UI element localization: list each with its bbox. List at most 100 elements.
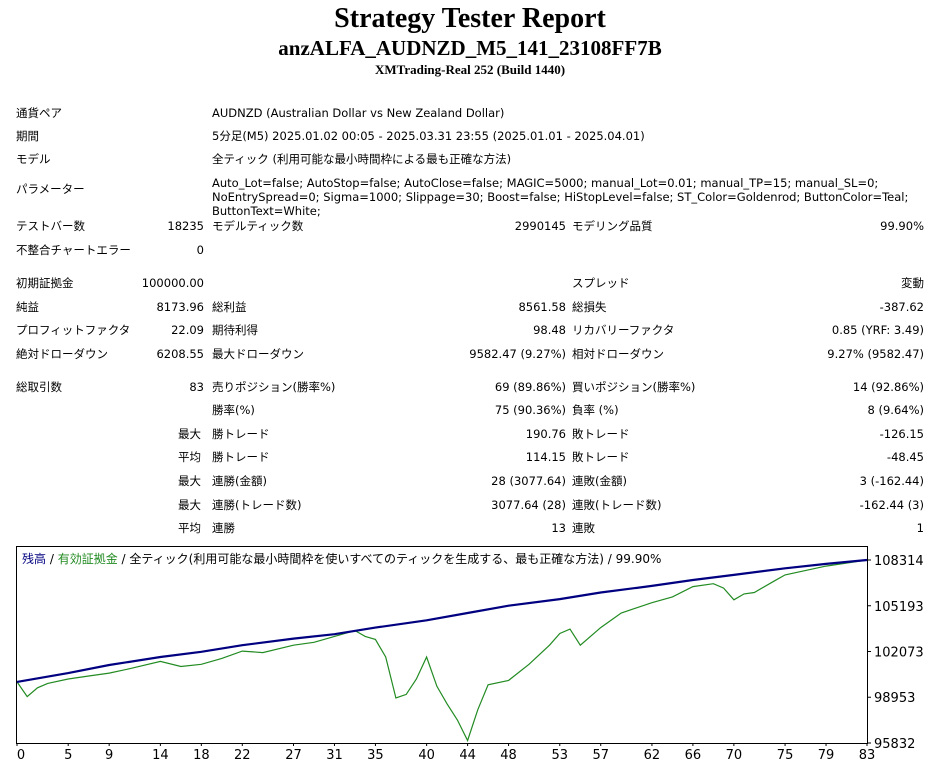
params-label: パラメーター: [16, 182, 85, 196]
x-tick-label: 70: [726, 748, 743, 763]
gross-profit-value: 8561.58: [518, 300, 566, 314]
row-bars: テストバー数 18235 モデルティック数 2990145 モデリング品質 99…: [0, 216, 940, 236]
legend-sep: /: [46, 552, 58, 566]
x-tick-label: 83: [859, 748, 876, 763]
max-prefix-1: 最大: [178, 474, 201, 488]
row-factor: プロフィットファクタ 22.09 期待利得 98.48 リカバリーファクタ 0.…: [0, 320, 940, 340]
server-build: XMTrading-Real 252 (Build 1440): [374, 62, 566, 77]
largest-loss-label: 敗トレード: [572, 427, 630, 441]
report-subtitle: anzALFA_AUDNZD_M5_141_23108FF7B: [278, 36, 662, 60]
consec-loss-label: 連敗(トレード数): [572, 498, 662, 512]
chart-lines: [16, 558, 868, 743]
x-tick-label: 75: [777, 748, 794, 763]
largest-loss-value: -126.15: [879, 427, 924, 441]
row-pair: 通貨ペア AUDNZD (Australian Dollar vs New Ze…: [0, 103, 940, 123]
x-tick-label: 79: [818, 748, 835, 763]
consec-losses-money-label: 連敗(金額): [572, 474, 627, 488]
y-tick-label: 102073: [874, 646, 924, 661]
recovery-factor-value: 0.85 (YRF: 3.49): [831, 323, 924, 337]
short-positions-value: 69 (89.86%): [494, 380, 566, 394]
avg-loss-value: -48.45: [886, 450, 924, 464]
x-tick-label: 40: [418, 748, 435, 763]
params-value: Auto_Lot=false; AutoStop=false; AutoClos…: [212, 176, 909, 218]
initial-deposit-value: 100000.00: [141, 276, 204, 290]
test-bars-label: テストバー数: [16, 219, 85, 233]
pair-value: AUDNZD (Australian Dollar vs New Zealand…: [212, 106, 505, 120]
net-profit-value: 8173.96: [156, 300, 204, 314]
y-tick-label: 105193: [874, 600, 924, 615]
modeling-quality-value: 99.90%: [880, 219, 924, 233]
total-trades-label: 総取引数: [16, 380, 62, 394]
gross-loss-label: 総損失: [572, 300, 607, 314]
gross-profit-label: 総利益: [212, 300, 247, 314]
avg-consec-wins-label: 連勝: [212, 521, 235, 535]
recovery-factor-label: リカバリーファクタ: [572, 323, 675, 337]
x-tick-label: 62: [644, 748, 661, 763]
consec-wins-money-value: 28 (3077.64): [491, 474, 566, 488]
row-period: 期間 5分足(M5) 2025.01.02 00:05 - 2025.03.31…: [0, 126, 940, 146]
x-tick-label: 0: [17, 748, 25, 763]
consec-losses-money-value: 3 (-162.44): [859, 474, 924, 488]
win-rate-label: 勝率(%): [212, 403, 255, 417]
largest-win-label: 勝トレード: [212, 427, 270, 441]
avg-win-label: 勝トレード: [212, 450, 270, 464]
long-positions-label: 買いポジション(勝率%): [572, 380, 696, 394]
row-trades: 総取引数 83 売りポジション(勝率%) 69 (89.86%) 買いポジション…: [0, 377, 940, 397]
expected-payoff-value: 98.48: [533, 323, 566, 337]
profit-factor-value: 22.09: [171, 323, 204, 337]
max-drawdown-value: 9582.47 (9.27%): [469, 347, 566, 361]
largest-prefix: 最大: [178, 427, 201, 441]
pair-label: 通貨ペア: [16, 106, 62, 120]
row-avg-consec: 平均 連勝 13 連敗 1: [0, 518, 940, 538]
row-model: モデル 全ティック (利用可能な最小時間枠による最も正確な方法): [0, 149, 940, 169]
avg-prefix-2: 平均: [178, 521, 201, 535]
row-largest: 最大 勝トレード 190.76 敗トレード -126.15: [0, 424, 940, 444]
avg-consec-losses-label: 連敗: [572, 521, 595, 535]
initial-deposit-label: 初期証拠金: [16, 276, 74, 290]
x-tick-label: 31: [326, 748, 343, 763]
avg-win-value: 114.15: [525, 450, 566, 464]
row-winrate: 勝率(%) 75 (90.36%) 負率 (%) 8 (9.64%): [0, 400, 940, 420]
abs-drawdown-value: 6208.55: [156, 347, 204, 361]
consec-loss-value: -162.44 (3): [859, 498, 924, 512]
test-bars-value: 18235: [167, 219, 204, 233]
avg-loss-label: 敗トレード: [572, 450, 630, 464]
x-tick-label: 27: [285, 748, 302, 763]
model-label: モデル: [16, 152, 51, 166]
legend-description: / 全ティック(利用可能な最小時間枠を使いすべてのティックを生成する、最も正確な…: [117, 552, 662, 566]
long-positions-value: 14 (92.86%): [852, 380, 924, 394]
x-tick-label: 57: [592, 748, 609, 763]
loss-rate-label: 負率 (%): [572, 403, 619, 417]
row-consec-money: 最大 連勝(金額) 28 (3077.64) 連敗(金額) 3 (-162.44…: [0, 471, 940, 491]
x-tick-label: 14: [152, 748, 169, 763]
balance-line: [16, 558, 868, 683]
avg-consec-losses-value: 1: [916, 521, 924, 535]
consec-profit-value: 3077.64 (28): [491, 498, 566, 512]
row-consec-trades: 最大 連勝(トレード数) 3077.64 (28) 連敗(トレード数) -162…: [0, 495, 940, 515]
abs-drawdown-label: 絶対ドローダウン: [16, 347, 108, 361]
spread-value: 変動: [901, 276, 924, 290]
model-ticks-label: モデルティック数: [212, 219, 304, 233]
consec-profit-label: 連勝(トレード数): [212, 498, 302, 512]
row-average: 平均 勝トレード 114.15 敗トレード -48.45: [0, 447, 940, 467]
y-axis-ticks: 108314 105193 102073 98953 95832: [867, 554, 924, 752]
average-prefix: 平均: [178, 450, 201, 464]
x-axis-ticks: 0 5 9 14 18 22 27 31 35 40 44 48 53 57 62 66 70 75 79 83: [16, 743, 876, 763]
row-deposit: 初期証拠金 100000.00 スプレッド 変動: [0, 273, 940, 293]
consec-wins-money-label: 連勝(金額): [212, 474, 267, 488]
x-tick-label: 44: [459, 748, 476, 763]
x-tick-label: 22: [234, 748, 251, 763]
chart-legend: 残高 / 有効証拠金 / 全ティック(利用可能な最小時間枠を使いすべてのティック…: [22, 550, 661, 567]
modeling-quality-label: モデリング品質: [572, 219, 653, 233]
mismatch-label: 不整合チャートエラー: [16, 243, 131, 257]
avg-consec-wins-value: 13: [551, 521, 566, 535]
expected-payoff-label: 期待利得: [212, 323, 258, 337]
row-mismatch: 不整合チャートエラー 0: [0, 240, 940, 260]
net-profit-label: 純益: [16, 300, 39, 314]
total-trades-value: 83: [189, 380, 204, 394]
model-ticks-value: 2990145: [514, 219, 566, 233]
equity-line: [16, 559, 868, 743]
chart-frame: [16, 546, 868, 744]
win-rate-value: 75 (90.36%): [494, 403, 566, 417]
